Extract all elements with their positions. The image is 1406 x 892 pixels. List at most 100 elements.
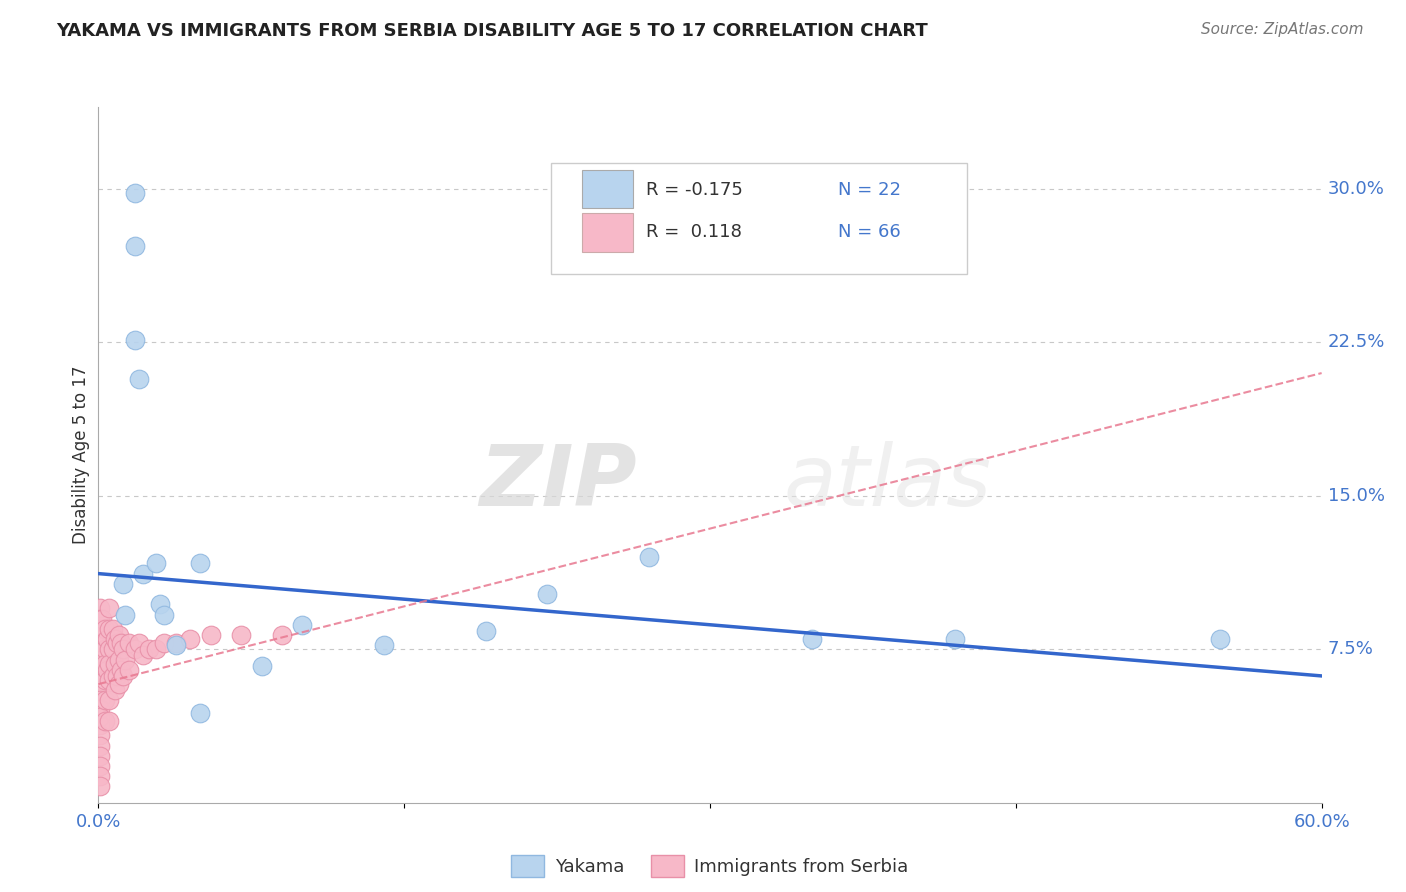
Point xyxy=(114,607,136,622)
Point xyxy=(165,638,187,652)
Y-axis label: Disability Age 5 to 17: Disability Age 5 to 17 xyxy=(72,366,90,544)
Point xyxy=(111,669,134,683)
Point xyxy=(108,652,131,666)
Point xyxy=(97,642,120,657)
Text: N = 66: N = 66 xyxy=(838,223,901,241)
Point xyxy=(291,617,314,632)
Point xyxy=(89,759,111,773)
Point xyxy=(89,636,111,650)
Point xyxy=(104,657,127,671)
Point xyxy=(89,718,111,732)
Point xyxy=(124,239,146,253)
FancyBboxPatch shape xyxy=(582,213,633,252)
Point xyxy=(108,677,131,691)
Point xyxy=(104,632,127,646)
Point xyxy=(152,636,174,650)
Point xyxy=(97,622,120,636)
Point xyxy=(101,669,124,683)
FancyBboxPatch shape xyxy=(582,169,633,208)
Point xyxy=(149,597,172,611)
Point xyxy=(801,632,824,646)
Text: 15.0%: 15.0% xyxy=(1327,487,1385,505)
Point xyxy=(165,636,187,650)
Text: R = -0.175: R = -0.175 xyxy=(647,181,744,199)
Point xyxy=(114,652,136,666)
Point xyxy=(188,706,212,720)
Point xyxy=(943,632,966,646)
Point xyxy=(132,566,155,581)
Point xyxy=(89,622,111,636)
Point xyxy=(231,628,253,642)
Point xyxy=(93,693,115,707)
Point xyxy=(101,622,124,636)
Point xyxy=(132,648,155,663)
Point xyxy=(637,550,661,565)
Point xyxy=(97,601,120,615)
Point xyxy=(97,657,120,671)
Legend: Yakama, Immigrants from Serbia: Yakama, Immigrants from Serbia xyxy=(505,847,915,884)
Point xyxy=(89,612,111,626)
Point xyxy=(96,663,118,677)
Point xyxy=(188,557,212,571)
Point xyxy=(474,624,498,638)
Text: 30.0%: 30.0% xyxy=(1327,180,1385,198)
Point xyxy=(93,642,115,657)
Point xyxy=(93,657,115,671)
Point xyxy=(89,693,111,707)
FancyBboxPatch shape xyxy=(551,162,967,274)
Point xyxy=(89,728,111,742)
Point xyxy=(89,739,111,753)
Point xyxy=(89,780,111,794)
Point xyxy=(110,663,132,677)
Point xyxy=(89,683,111,698)
Point xyxy=(89,601,111,615)
Point xyxy=(89,663,111,677)
Point xyxy=(110,636,132,650)
Point xyxy=(105,669,128,683)
Point xyxy=(145,642,167,657)
Point xyxy=(89,769,111,783)
Point xyxy=(89,647,111,661)
Text: 7.5%: 7.5% xyxy=(1327,640,1374,658)
Point xyxy=(101,642,124,657)
Point xyxy=(128,636,150,650)
Point xyxy=(97,693,120,707)
Point xyxy=(93,673,115,687)
Point xyxy=(96,632,118,646)
Point xyxy=(93,622,115,636)
Point xyxy=(1209,632,1232,646)
Text: YAKAMA VS IMMIGRANTS FROM SERBIA DISABILITY AGE 5 TO 17 CORRELATION CHART: YAKAMA VS IMMIGRANTS FROM SERBIA DISABIL… xyxy=(56,22,928,40)
Text: N = 22: N = 22 xyxy=(838,181,901,199)
Point xyxy=(91,652,114,666)
Point xyxy=(536,587,558,601)
Point xyxy=(270,628,294,642)
Point xyxy=(97,714,120,728)
Point xyxy=(91,612,114,626)
Point xyxy=(118,636,141,650)
Point xyxy=(89,673,111,687)
Point xyxy=(200,628,222,642)
Text: R =  0.118: R = 0.118 xyxy=(647,223,742,241)
Point xyxy=(373,638,395,652)
Point xyxy=(124,334,146,348)
Text: 22.5%: 22.5% xyxy=(1327,334,1385,351)
Point xyxy=(89,748,111,763)
Point xyxy=(105,636,128,650)
Point xyxy=(152,607,174,622)
Point xyxy=(111,577,134,591)
Text: Source: ZipAtlas.com: Source: ZipAtlas.com xyxy=(1201,22,1364,37)
Point xyxy=(250,658,273,673)
Text: ZIP: ZIP xyxy=(479,442,637,524)
Point xyxy=(104,683,127,698)
Point xyxy=(124,642,146,657)
Point xyxy=(89,652,111,666)
Point xyxy=(179,632,201,646)
Point xyxy=(111,642,134,657)
Point xyxy=(145,557,167,571)
Text: atlas: atlas xyxy=(783,442,991,524)
Point xyxy=(118,663,141,677)
Point xyxy=(97,673,120,687)
Point xyxy=(89,701,111,715)
Point xyxy=(89,628,111,642)
Point xyxy=(124,186,146,200)
